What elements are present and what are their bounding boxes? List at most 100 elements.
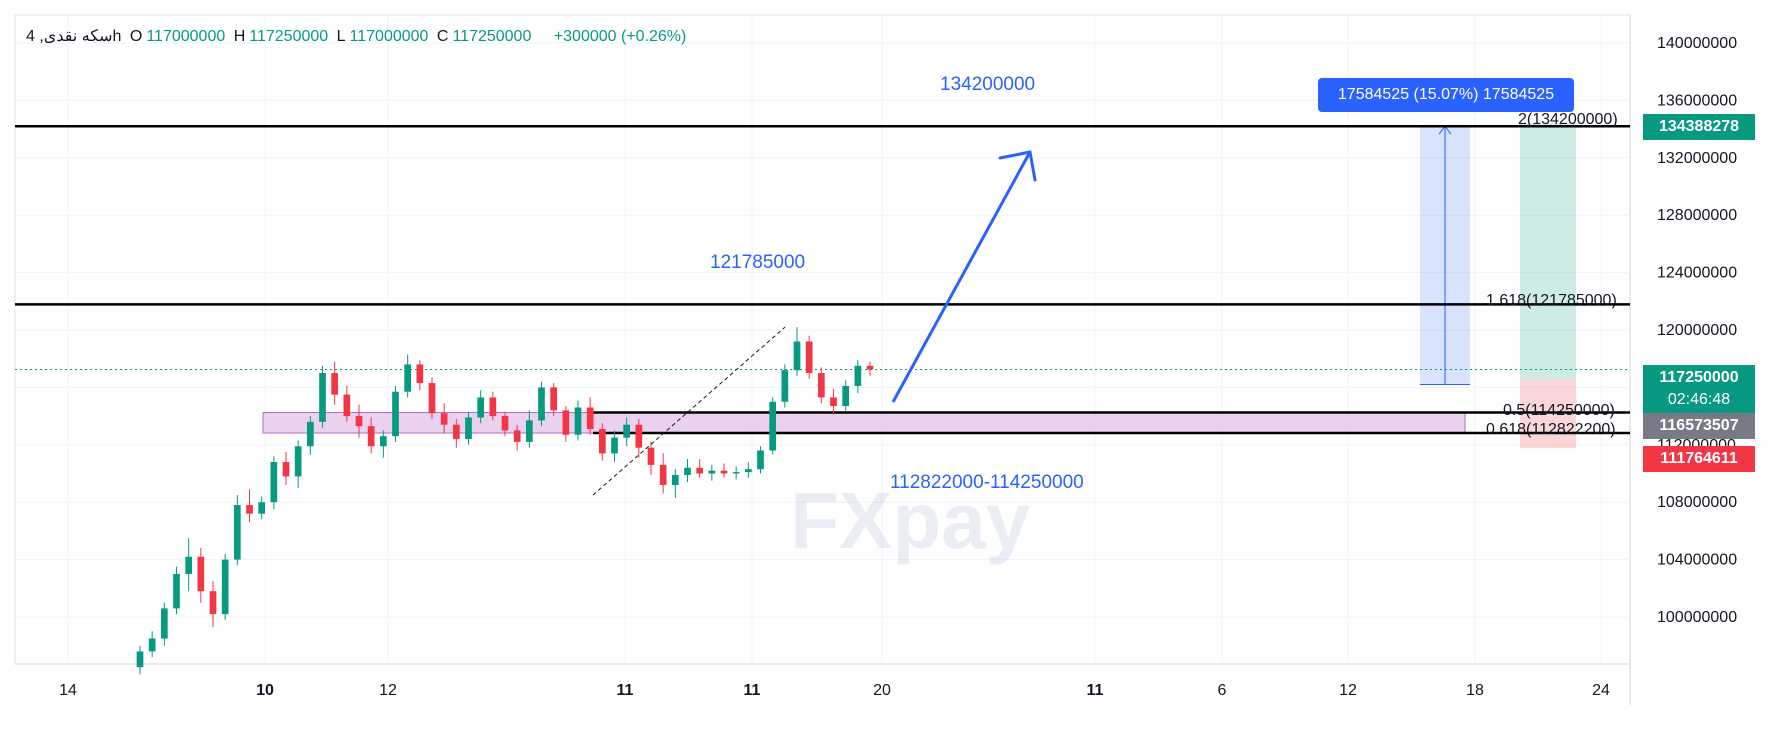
candlestick-series: [136, 327, 874, 675]
x-tick-label: 11: [1087, 682, 1104, 699]
candle: [197, 548, 205, 603]
open-label: O: [129, 28, 143, 45]
candle-body: [635, 424, 643, 448]
candle: [258, 496, 266, 520]
candle: [416, 360, 424, 391]
candle-body: [525, 420, 533, 442]
candle-body: [598, 429, 606, 454]
candle: [562, 406, 570, 442]
candle-body: [343, 394, 351, 417]
candle-body: [720, 470, 728, 474]
candle: [684, 459, 691, 483]
x-tick-label: 12: [1339, 682, 1357, 699]
candle: [282, 451, 290, 485]
candle-body: [270, 462, 278, 503]
candle: [379, 430, 387, 458]
candle: [830, 388, 837, 415]
candle-body: [501, 416, 509, 431]
candle-body: [392, 391, 399, 437]
y-tick-label: 128000000: [1657, 207, 1737, 224]
candle-body: [817, 373, 825, 398]
candle-body: [319, 373, 326, 422]
candle-body: [379, 436, 387, 447]
candle-body: [830, 397, 837, 407]
candle: [805, 335, 813, 379]
candle-body: [611, 437, 618, 454]
x-tick-label: 12: [379, 682, 397, 699]
candle-body: [781, 370, 789, 402]
candle: [611, 430, 618, 463]
candle: [489, 391, 497, 421]
y-tick-label: 132000000: [1657, 150, 1737, 167]
candle: [331, 361, 339, 405]
fib-level-0618-label: 0.618(112822200): [1486, 421, 1616, 438]
low-label: L: [336, 28, 346, 45]
candle: [769, 397, 777, 455]
symbol-label[interactable]: سکه نقدی, 4h: [26, 28, 122, 45]
candle-body: [404, 364, 412, 392]
projection-arrow-head: [998, 150, 1037, 182]
candle: [598, 423, 606, 461]
y-tick-label: 120000000: [1657, 322, 1737, 339]
open-value: 117000000: [146, 28, 226, 45]
candle: [744, 462, 752, 478]
y-tick-label: 136000000: [1657, 92, 1737, 109]
current-price-tag: 117250000 02:46:48: [1643, 365, 1755, 415]
candle: [452, 418, 460, 448]
x-tick-label: 11: [617, 682, 634, 699]
candle: [233, 495, 241, 566]
candle-body: [185, 556, 193, 574]
candle: [173, 566, 180, 615]
target-price-label[interactable]: 134200000: [940, 74, 1036, 95]
candle: [185, 538, 193, 592]
candle-body: [866, 365, 874, 370]
measure-badge[interactable]: 17584525 (15.07%) 17584525: [1318, 78, 1574, 112]
candle: [708, 464, 716, 481]
candle: [671, 469, 679, 498]
mid-target-label[interactable]: 121785000: [710, 252, 806, 273]
candle-body: [550, 387, 558, 411]
change-value: +300000 (+0.26%): [553, 28, 687, 45]
candle: [781, 364, 789, 408]
candle-body: [684, 467, 691, 475]
candle-body: [793, 341, 801, 371]
close-label: C: [436, 28, 449, 45]
fibonacci-levels: [15, 124, 1630, 435]
ohlc-legend: سکه نقدی, 4h O 117000000 H 117250000 L 1170…: [26, 26, 690, 46]
time-axis[interactable]: 14 10 12 11 11 20 11 6 12 18 24: [59, 682, 1610, 699]
candle: [696, 459, 704, 478]
candle: [574, 400, 582, 441]
candle: [659, 453, 667, 494]
candle: [793, 327, 801, 376]
candle-body: [282, 462, 290, 477]
candle-body: [221, 559, 229, 615]
zone-range-label[interactable]: 112822000-114250000: [890, 472, 1084, 493]
target-price-tag: 134388278: [1643, 114, 1755, 140]
candle: [501, 411, 509, 437]
candle: [720, 463, 728, 478]
candle-body: [805, 341, 813, 374]
candle: [538, 381, 545, 427]
candle: [513, 424, 521, 451]
candle: [404, 354, 412, 398]
x-tick-label: 11: [744, 682, 761, 699]
y-tick-label: 104000000: [1657, 552, 1737, 569]
candle-body: [294, 446, 302, 477]
candle-body: [586, 407, 594, 430]
candle: [367, 417, 375, 454]
candle: [854, 360, 862, 394]
candle-body: [331, 373, 339, 395]
current-price-value: 117250000: [1659, 369, 1739, 386]
fib-level-05-label: 0.5(114250000): [1503, 402, 1615, 419]
watermark-logo: FXpay: [790, 476, 1031, 565]
candle: [136, 645, 144, 675]
candle-body: [647, 447, 655, 465]
candle: [428, 377, 436, 419]
candle: [623, 417, 631, 447]
swing-trendline: [592, 326, 786, 496]
candle-body: [732, 472, 740, 474]
x-tick-label: 24: [1592, 682, 1610, 699]
candle-body: [355, 416, 363, 427]
